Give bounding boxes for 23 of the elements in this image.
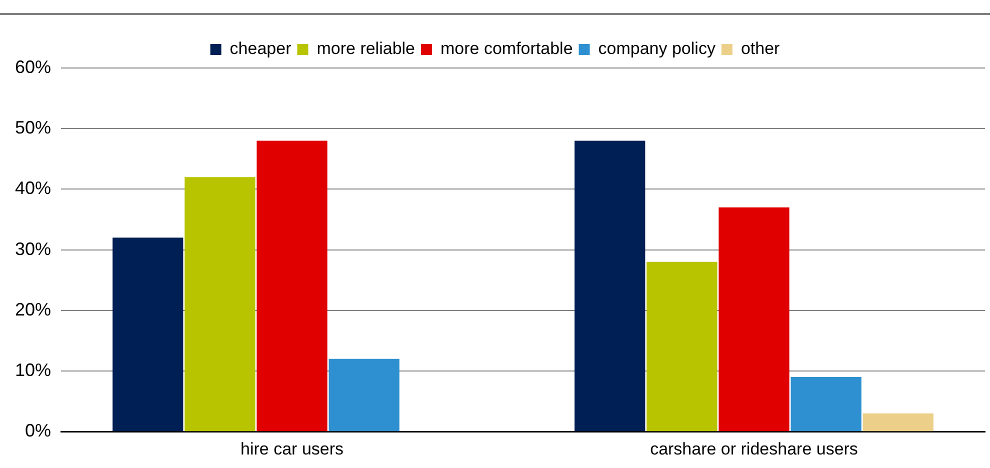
legend-label: more comfortable <box>440 39 573 58</box>
x-tick-label: hire car users <box>240 439 344 458</box>
y-tick-label: 50% <box>14 118 52 138</box>
legend-label: more reliable <box>316 39 416 58</box>
legend-label: company policy <box>598 39 716 58</box>
bar <box>574 140 646 432</box>
bar <box>718 207 790 432</box>
bar <box>646 262 718 432</box>
bar <box>862 413 934 432</box>
y-tick-label: 10% <box>14 360 52 380</box>
bar <box>790 377 862 432</box>
y-tick-label: 0% <box>25 420 52 441</box>
y-tick-label: 20% <box>14 299 52 320</box>
bar <box>112 238 184 432</box>
legend-label: cheaper <box>230 39 292 58</box>
y-tick-label: 30% <box>14 238 52 259</box>
y-tick-label: 60% <box>14 56 52 77</box>
y-tick-label: 40% <box>14 178 52 198</box>
bar <box>184 177 256 432</box>
bar <box>256 140 328 432</box>
x-tick-label: carshare or rideshare users <box>650 439 858 458</box>
bar <box>328 358 400 432</box>
legend-label: other <box>740 39 780 58</box>
